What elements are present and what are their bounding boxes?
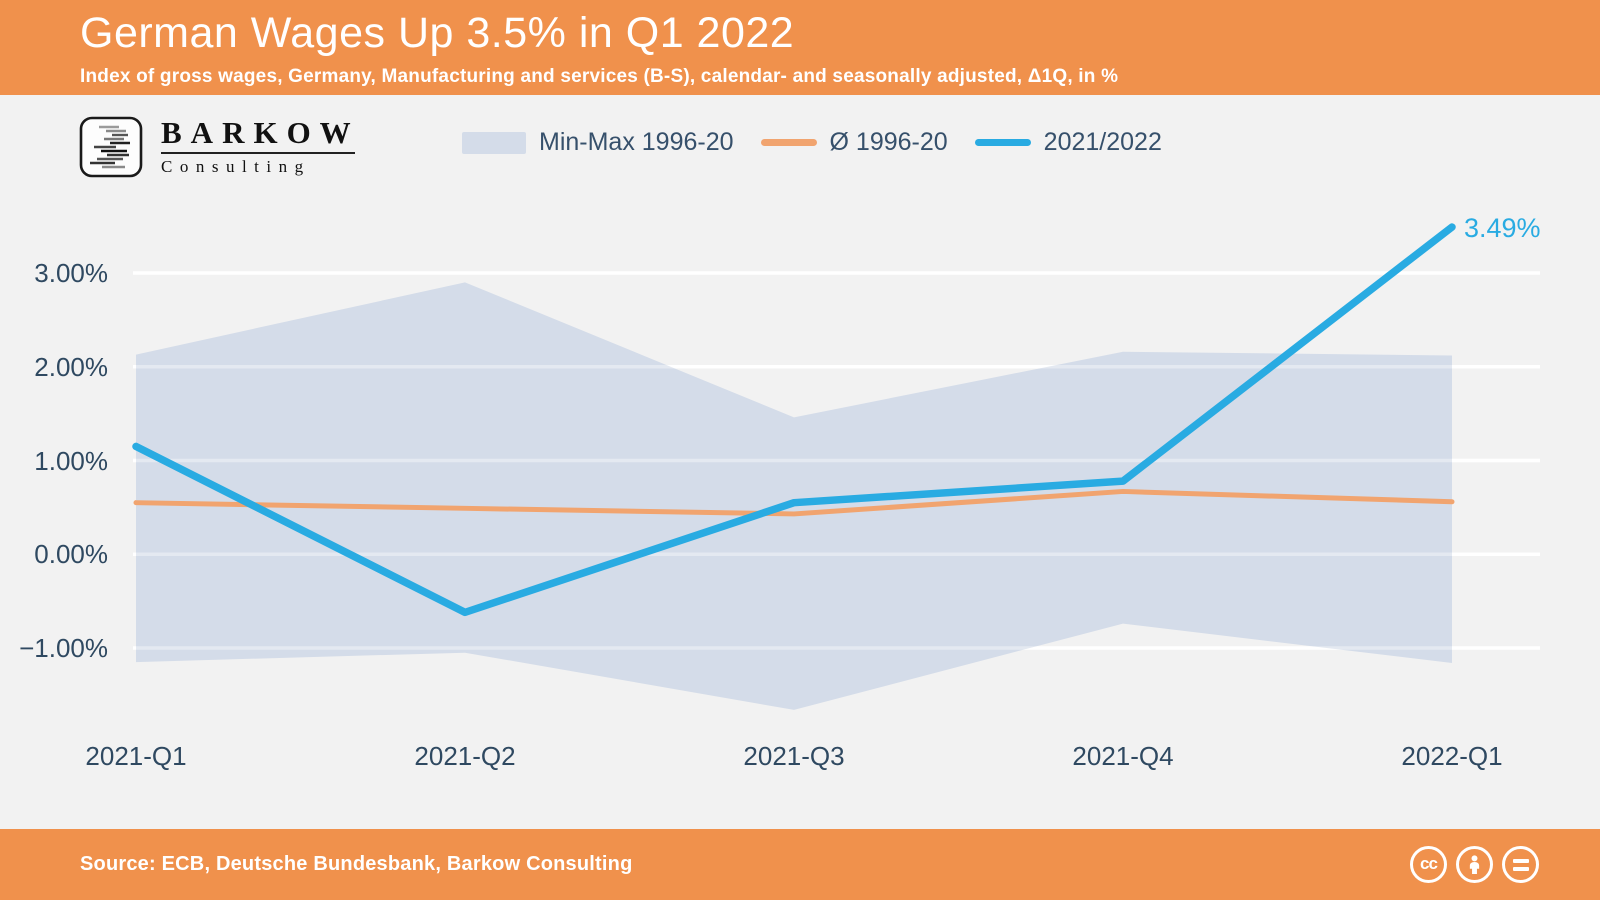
y-tick-label: −1.00% [19, 633, 108, 663]
cc-by-icon [1456, 846, 1493, 883]
source-text: Source: ECB, Deutsche Bundesbank, Barkow… [80, 853, 633, 875]
barkow-logo-text: BARKOW Consulting [161, 116, 357, 177]
current-line-series [132, 223, 1456, 617]
avg-line-series [133, 488, 1455, 517]
legend-line-swatch [974, 139, 1031, 146]
y-tick-label: 1.00% [34, 445, 108, 476]
header: German Wages Up 3.5% in Q1 2022 Index of… [0, 0, 1600, 95]
cc-icon: cc [1410, 846, 1447, 883]
barkow-logo: BARKOW Consulting [79, 116, 357, 178]
y-tick-label: 0.00% [34, 539, 108, 570]
barkow-logo-sub: Consulting [161, 157, 311, 176]
x-tick-label: 2021-Q1 [85, 741, 187, 771]
y-tick-label: 3.00% [34, 258, 108, 288]
barkow-logo-brand: BARKOW [161, 115, 360, 150]
x-tick-label: 2021-Q3 [743, 741, 845, 771]
footer: Source: ECB, Deutsche Bundesbank, Barkow… [0, 829, 1600, 900]
value-annotation: 3.49% [1464, 213, 1541, 243]
page-subtitle: Index of gross wages, Germany, Manufactu… [80, 66, 1119, 87]
legend-item: Min-Max 1996-20 [462, 128, 734, 157]
y-tick-label: 2.00% [34, 351, 108, 382]
page-title: German Wages Up 3.5% in Q1 2022 [80, 9, 795, 57]
cc-license-badges: cc [1410, 829, 1539, 900]
legend-area-swatch [462, 131, 526, 154]
minmax-band [136, 282, 1452, 710]
legend-label: 2021/2022 [1043, 128, 1162, 156]
barkow-logo-rule [161, 152, 355, 154]
legend-label: Ø 1996-20 [829, 128, 948, 156]
chart-legend: Min-Max 1996-20 Ø 1996-20 2021/2022 [462, 128, 1162, 157]
x-tick-label: 2022-Q1 [1401, 741, 1503, 771]
cc-nd-icon [1502, 846, 1539, 883]
legend-item: Ø 1996-20 [760, 128, 948, 157]
x-tick-label: 2021-Q2 [414, 741, 516, 771]
barkow-logo-icon [79, 116, 143, 178]
legend-label: Min-Max 1996-20 [539, 128, 734, 156]
legend-line-swatch [760, 139, 817, 146]
legend-item: 2021/2022 [974, 128, 1162, 157]
x-tick-label: 2021-Q4 [1072, 741, 1174, 771]
